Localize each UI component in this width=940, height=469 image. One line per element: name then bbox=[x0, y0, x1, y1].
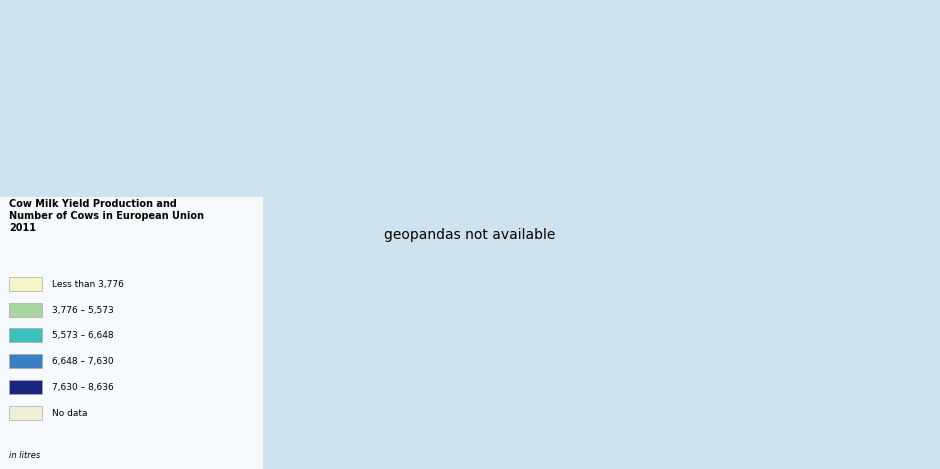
Text: 6,648 – 7,630: 6,648 – 7,630 bbox=[52, 357, 114, 366]
FancyBboxPatch shape bbox=[9, 303, 42, 317]
Text: 3,776 – 5,573: 3,776 – 5,573 bbox=[52, 305, 114, 315]
Text: 5,573 – 6,648: 5,573 – 6,648 bbox=[52, 331, 114, 340]
Text: No data: No data bbox=[52, 408, 87, 418]
Text: 7,630 – 8,636: 7,630 – 8,636 bbox=[52, 383, 114, 392]
FancyBboxPatch shape bbox=[9, 328, 42, 342]
FancyBboxPatch shape bbox=[0, 197, 263, 469]
Text: geopandas not available: geopandas not available bbox=[384, 227, 556, 242]
Text: Less than 3,776: Less than 3,776 bbox=[52, 280, 123, 289]
FancyBboxPatch shape bbox=[9, 380, 42, 394]
FancyBboxPatch shape bbox=[9, 406, 42, 420]
FancyBboxPatch shape bbox=[9, 354, 42, 368]
Text: in litres: in litres bbox=[9, 451, 40, 460]
Text: Cow Milk Yield Production and
Number of Cows in European Union
2011: Cow Milk Yield Production and Number of … bbox=[9, 199, 204, 233]
FancyBboxPatch shape bbox=[9, 277, 42, 291]
